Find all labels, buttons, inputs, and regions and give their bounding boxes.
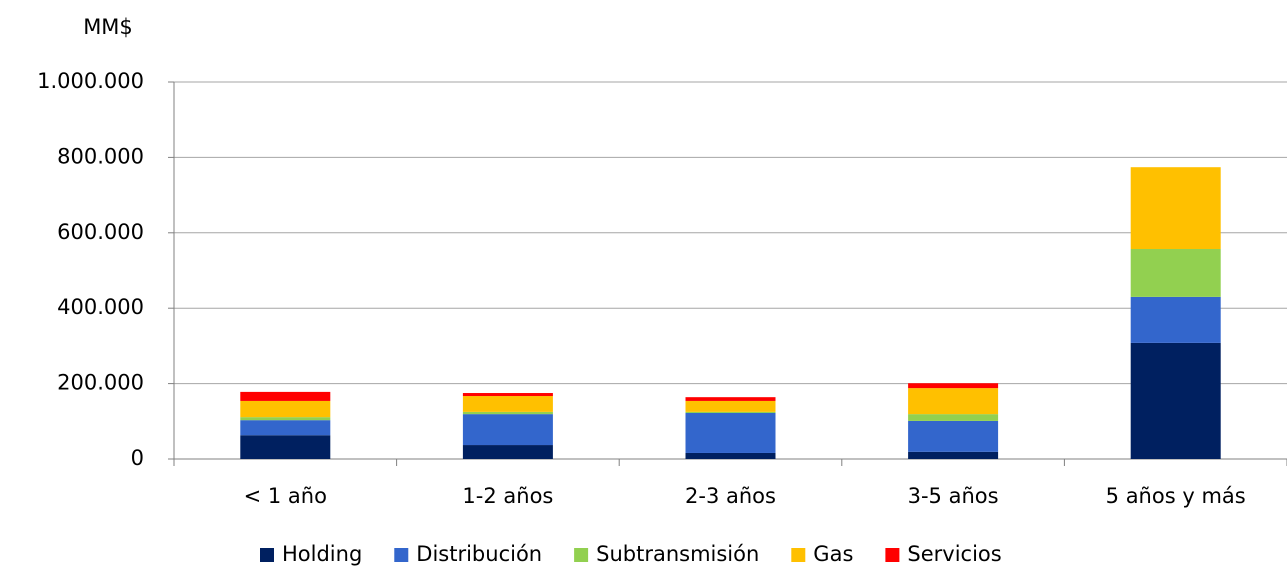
y-tick-label: 1.000.000 bbox=[37, 69, 144, 93]
legend-label: Gas bbox=[813, 542, 853, 566]
bar-segment bbox=[685, 411, 776, 414]
legend-swatch bbox=[394, 548, 409, 562]
bar-segment bbox=[240, 420, 331, 436]
x-tick-label: 3-5 años bbox=[908, 484, 999, 508]
legend-label: Subtransmisión bbox=[596, 542, 759, 566]
x-tick-label: 1-2 años bbox=[462, 484, 553, 508]
bar-segment bbox=[908, 383, 999, 389]
legend-label: Holding bbox=[282, 542, 362, 566]
legend-label: Distribución bbox=[416, 542, 542, 566]
bar-segment bbox=[462, 396, 553, 412]
bar-segment bbox=[462, 445, 553, 459]
bar-segment bbox=[240, 391, 331, 401]
bar-segment bbox=[240, 400, 331, 418]
y-tick-label: 400.000 bbox=[57, 295, 144, 319]
bar-segment bbox=[240, 417, 331, 421]
legend-swatch bbox=[885, 548, 900, 562]
bar-segment bbox=[240, 435, 331, 459]
bar-segment bbox=[685, 452, 776, 459]
y-tick-label: 0 bbox=[131, 446, 144, 470]
legend-swatch bbox=[574, 548, 589, 562]
legend-label: Servicios bbox=[907, 542, 1001, 566]
x-tick-label: 5 años y más bbox=[1106, 484, 1246, 508]
legend-swatch bbox=[260, 548, 274, 562]
bar-segment bbox=[462, 393, 553, 397]
y-axis-label: MM$ bbox=[83, 15, 133, 39]
y-tick-label: 200.000 bbox=[57, 371, 144, 395]
bar-segment bbox=[1130, 296, 1221, 343]
legend-swatch bbox=[791, 548, 806, 562]
x-tick-label: 2-3 años bbox=[685, 484, 776, 508]
y-tick-label: 600.000 bbox=[57, 220, 144, 244]
bar-segment bbox=[908, 420, 999, 452]
bar-segment bbox=[908, 451, 999, 459]
y-tick-label: 800.000 bbox=[57, 144, 144, 168]
bar-segment bbox=[1130, 249, 1221, 297]
bar-segment bbox=[685, 397, 776, 401]
bar-segment bbox=[1130, 342, 1221, 459]
bar-segment bbox=[908, 414, 999, 421]
bar-segment bbox=[685, 400, 776, 412]
bar-segment bbox=[685, 413, 776, 453]
bar-segment bbox=[462, 414, 553, 446]
bar-segment bbox=[1130, 167, 1221, 250]
bar-segment bbox=[462, 411, 553, 415]
x-tick-label: < 1 año bbox=[244, 484, 327, 508]
bar-segment bbox=[908, 388, 999, 415]
